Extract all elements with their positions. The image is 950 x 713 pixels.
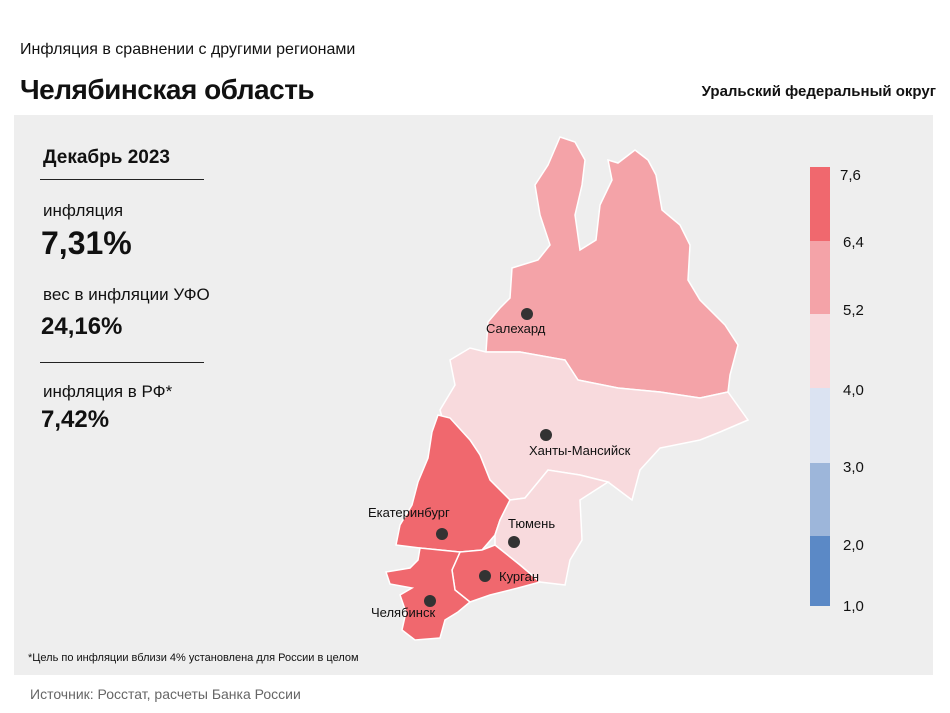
inflation-value: 7,31% <box>41 225 132 261</box>
legend-bin-5 <box>810 463 830 536</box>
city-marker-khanty <box>540 429 552 441</box>
weight-label: вес в инфляции УФО <box>43 285 210 304</box>
divider-bottom <box>40 362 204 363</box>
source-note: Источник: Росстат, расчеты Банка России <box>30 686 301 702</box>
city-marker-tyumen <box>508 536 520 548</box>
legend-tick: 1,0 <box>843 598 864 615</box>
city-label-ekb: Екатеринбург <box>368 505 450 520</box>
city-label-tyumen: Тюмень <box>508 516 555 531</box>
city-marker-salekhard <box>521 308 533 320</box>
legend-tick: 5,2 <box>843 302 864 319</box>
city-label-kurgan: Курган <box>499 569 539 584</box>
city-marker-ekb <box>436 528 448 540</box>
city-marker-chelyabinsk <box>424 595 436 607</box>
legend: 7,6 6,4 5,2 4,0 3,0 2,0 1,0 <box>810 167 864 615</box>
region-tyumen[interactable] <box>494 469 610 586</box>
footnote: *Цель по инфляции вблизи 4% установлена … <box>28 652 359 664</box>
legend-tick: 2,0 <box>843 537 864 554</box>
page-title: Челябинская область <box>20 74 315 105</box>
rf-inflation-value: 7,42% <box>41 406 110 433</box>
weight-value: 24,16% <box>41 313 123 340</box>
legend-bin-3 <box>810 314 830 388</box>
period-label: Декабрь 2023 <box>43 147 170 168</box>
chart-subtitle: Инфляция в сравнении с другими регионами <box>20 41 356 58</box>
city-marker-kurgan <box>479 570 491 582</box>
district-title: Уральский федеральный округ <box>701 83 936 100</box>
legend-tick: 4,0 <box>843 382 864 399</box>
divider-top <box>40 179 204 180</box>
rf-inflation-label: инфляция в РФ* <box>43 382 173 401</box>
city-label-chelyabinsk: Челябинск <box>371 605 435 620</box>
region-chelyabinsk[interactable] <box>385 547 472 641</box>
legend-bin-1 <box>810 167 830 241</box>
legend-bin-2 <box>810 241 830 314</box>
legend-bin-6 <box>810 536 830 606</box>
legend-tick: 3,0 <box>843 459 864 476</box>
city-label-khanty: Ханты-Мансийск <box>529 443 631 458</box>
region-yanao[interactable] <box>485 136 739 399</box>
city-label-salekhard: Салехард <box>486 321 546 336</box>
legend-bin-4 <box>810 388 830 463</box>
legend-tick: 6,4 <box>843 234 864 251</box>
inflation-label: инфляция <box>43 201 124 220</box>
legend-tick: 7,6 <box>840 167 861 184</box>
